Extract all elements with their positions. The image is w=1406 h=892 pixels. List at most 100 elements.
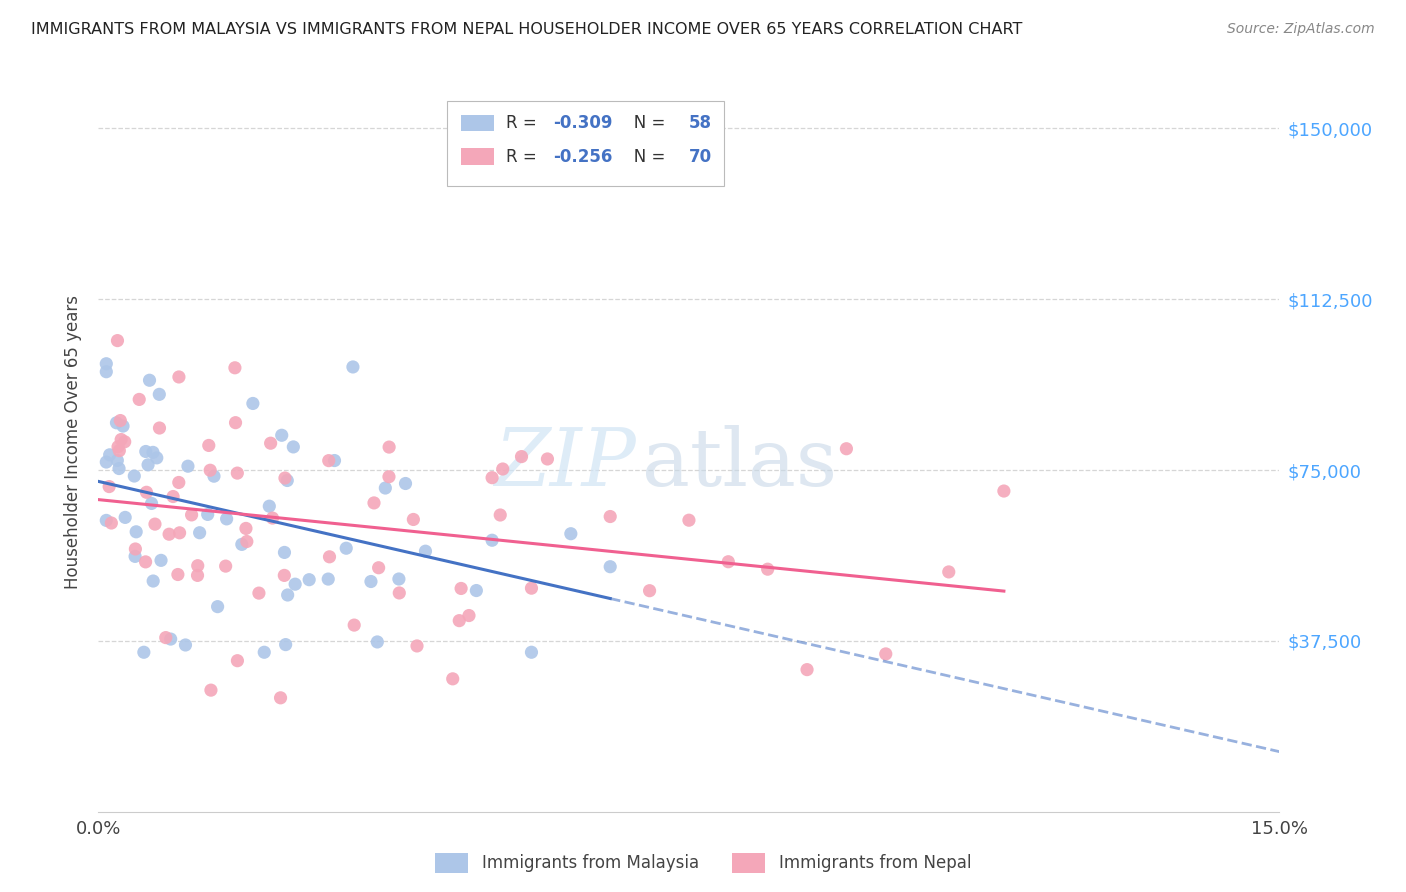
Point [150, 553, 173, 567]
Point [159, 632, 181, 646]
Point [342, 359, 364, 374]
Point [105, 416, 128, 430]
Point [132, 645, 155, 659]
Point [226, 466, 249, 480]
Point [124, 541, 146, 556]
Point [162, 490, 184, 504]
Point [520, 645, 543, 659]
Text: -0.309: -0.309 [553, 114, 613, 132]
Point [146, 450, 169, 465]
Point [510, 450, 533, 464]
Point [225, 416, 247, 430]
Point [938, 565, 960, 579]
Point [599, 509, 621, 524]
Point [124, 469, 146, 483]
Text: Source: ZipAtlas.com: Source: ZipAtlas.com [1227, 22, 1375, 37]
Point [107, 334, 129, 348]
Point [270, 428, 292, 442]
Point [406, 639, 429, 653]
Point [198, 463, 221, 477]
Point [135, 555, 157, 569]
Point [259, 436, 281, 450]
Point [318, 453, 340, 467]
Point [318, 549, 340, 564]
Point [273, 568, 295, 582]
Point [283, 440, 305, 454]
Point [599, 559, 621, 574]
Point [450, 582, 472, 596]
Point [394, 476, 416, 491]
Point [136, 458, 159, 472]
Point [402, 512, 425, 526]
Point [143, 517, 166, 532]
Point [242, 396, 264, 410]
Point [215, 512, 238, 526]
Point [270, 690, 292, 705]
Point [360, 574, 382, 589]
Point [316, 572, 339, 586]
Point [114, 434, 136, 449]
Point [135, 485, 157, 500]
Point [141, 496, 163, 510]
Point [247, 586, 270, 600]
Text: atlas: atlas [641, 425, 837, 503]
Y-axis label: Householder Income Over 65 years: Householder Income Over 65 years [65, 294, 83, 589]
Point [363, 496, 385, 510]
Point [148, 387, 170, 401]
Point [273, 545, 295, 559]
Point [253, 645, 276, 659]
Point [224, 360, 246, 375]
Point [367, 560, 389, 574]
Legend: Immigrants from Malaysia, Immigrants from Nepal: Immigrants from Malaysia, Immigrants fro… [429, 847, 977, 880]
Point [274, 638, 297, 652]
Point [378, 440, 401, 454]
Point [197, 438, 219, 452]
Point [536, 452, 558, 467]
Point [492, 462, 515, 476]
Point [155, 631, 177, 645]
Point [458, 608, 481, 623]
Point [276, 474, 298, 488]
Point [235, 521, 257, 535]
Point [284, 577, 307, 591]
Point [100, 516, 122, 530]
Point [441, 672, 464, 686]
Point [167, 567, 190, 582]
Point [202, 469, 225, 483]
Text: R =: R = [506, 147, 541, 166]
Point [96, 513, 118, 527]
Point [835, 442, 858, 456]
Point [167, 370, 190, 384]
Point [187, 558, 209, 573]
Point [200, 683, 222, 698]
Point [98, 448, 121, 462]
Point [277, 588, 299, 602]
Point [138, 373, 160, 387]
Point [186, 568, 208, 582]
Point [98, 479, 121, 493]
Bar [461, 115, 494, 131]
Point [226, 654, 249, 668]
Point [197, 508, 219, 522]
Point [323, 453, 346, 467]
Text: R =: R = [506, 114, 541, 132]
Point [231, 537, 253, 551]
Point [875, 647, 897, 661]
Point [105, 453, 128, 467]
Text: 70: 70 [689, 147, 711, 166]
Point [174, 638, 197, 652]
Point [335, 541, 357, 556]
Point [489, 508, 512, 522]
Point [262, 511, 284, 525]
Point [142, 445, 165, 459]
Point [374, 481, 396, 495]
Point [756, 562, 779, 576]
Point [560, 526, 582, 541]
Point [259, 499, 281, 513]
Point [110, 433, 132, 447]
Point [110, 413, 132, 427]
Point [415, 544, 437, 558]
Point [207, 599, 229, 614]
Point [96, 455, 118, 469]
Point [678, 513, 700, 527]
